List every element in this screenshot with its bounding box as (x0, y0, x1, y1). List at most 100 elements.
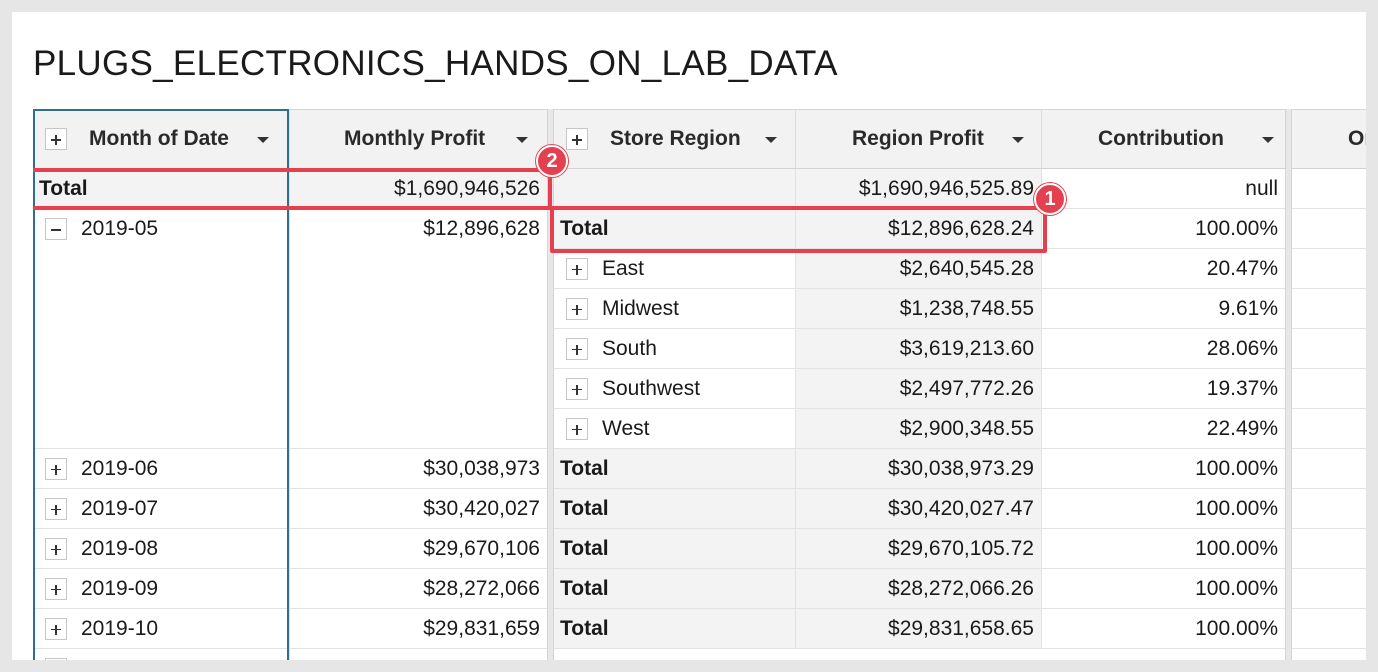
next-column-cell (1292, 409, 1366, 449)
expand-all-plus-icon[interactable] (45, 128, 67, 150)
region-profit-cell: $1,238,748.55 (795, 289, 1041, 329)
grand-total-monthly-profit: $1,690,946,526 (289, 169, 547, 209)
region-row[interactable]: South (554, 329, 795, 369)
region-label: Total (560, 616, 609, 640)
next-column-cell (1292, 529, 1366, 569)
region-total-row[interactable]: Total (554, 449, 795, 489)
month-row[interactable]: 2019-07 (33, 489, 289, 529)
callout-badge-2: 2 (536, 145, 568, 177)
contribution-value: 100.00% (1195, 616, 1278, 640)
contribution-cell: 100.00% (1041, 529, 1285, 569)
column-month-of-date[interactable]: Month of Date (33, 109, 289, 660)
region-total-row[interactable]: Total (554, 529, 795, 569)
pane-splitter[interactable] (547, 109, 554, 660)
pane-splitter[interactable] (1285, 109, 1292, 660)
region-label: South (602, 336, 657, 360)
header-store-region[interactable]: Store Region (554, 109, 795, 169)
expand-plus-icon[interactable] (566, 257, 588, 280)
expand-plus-icon[interactable] (45, 537, 67, 560)
chevron-down-icon[interactable] (1262, 137, 1274, 143)
contribution-cell: 19.37% (1041, 369, 1285, 409)
region-profit-cell: $2,497,772.26 (795, 369, 1041, 409)
grand-total-contribution: null (1041, 169, 1285, 209)
chevron-down-icon[interactable] (257, 137, 269, 143)
highlight-box-region-total (550, 206, 1047, 253)
month-row[interactable]: 2019-10 (33, 609, 289, 649)
region-profit-cell: $29,831,658.65 (795, 609, 1041, 649)
month-profit: $12,896,628 (289, 209, 547, 249)
region-total-row[interactable]: Total (554, 209, 795, 249)
region-profit-cell: $30,420,027.47 (795, 489, 1041, 529)
month-profit-value: $28,272,066 (423, 576, 540, 600)
chevron-down-icon[interactable] (1012, 137, 1024, 143)
month-profit: $30,038,973 (289, 449, 547, 489)
month-profit-value: $30,420,027 (423, 496, 540, 520)
region-profit-value: $30,420,027.47 (888, 496, 1034, 520)
region-total-row[interactable]: Total (554, 489, 795, 529)
region-profit-value: $2,900,348.55 (899, 416, 1034, 440)
month-row[interactable]: 2019-09 (33, 569, 289, 609)
region-label: East (602, 256, 645, 280)
collapse-minus-icon[interactable] (45, 218, 67, 240)
region-profit-cell: $2,640,545.28 (795, 249, 1041, 289)
next-column-cell (1292, 489, 1366, 529)
region-label: Total (560, 496, 609, 520)
expand-plus-icon[interactable] (566, 377, 588, 400)
next-column-cell (1292, 289, 1366, 329)
month-row[interactable]: 2019-05 (33, 209, 289, 249)
region-profit-cell: $2,900,348.55 (795, 409, 1041, 449)
next-column-cell (1292, 249, 1366, 289)
expand-plus-icon[interactable] (566, 337, 588, 360)
month-row[interactable]: 2019-08 (33, 529, 289, 569)
region-row[interactable]: West (554, 409, 795, 449)
contribution-cell: 100.00% (1041, 569, 1285, 609)
contribution-cell: 100.00% (1041, 489, 1285, 529)
region-profit-cell: $30,038,973.29 (795, 449, 1041, 489)
header-contribution[interactable]: Contribution (1041, 109, 1285, 169)
month-label: 2019-10 (81, 616, 159, 640)
expand-plus-icon[interactable] (45, 617, 67, 640)
region-row[interactable]: Southwest (554, 369, 795, 409)
month-profit: $29,831,659 (289, 609, 547, 649)
region-profit-value: $2,640,545.28 (899, 256, 1034, 280)
region-total-row[interactable]: Total (554, 569, 795, 609)
region-label: West (602, 416, 650, 440)
expand-plus-icon[interactable] (45, 658, 67, 660)
header-label: Month of Date (89, 127, 229, 150)
region-label: Total (560, 216, 609, 240)
contribution-cell: 100.00% (1041, 449, 1285, 489)
chevron-down-icon[interactable] (765, 137, 777, 143)
expand-plus-icon[interactable] (566, 417, 588, 440)
contribution-cell: 20.47% (1041, 249, 1285, 289)
header-month-of-date[interactable]: Month of Date (33, 109, 289, 169)
header-label: Monthly Profit (344, 127, 486, 150)
header-region-profit[interactable]: Region Profit (795, 109, 1041, 169)
region-row[interactable]: East (554, 249, 795, 289)
month-row-partial[interactable] (33, 649, 289, 660)
expand-plus-icon[interactable] (45, 577, 67, 600)
region-profit-value: $29,670,105.72 (888, 536, 1034, 560)
header-monthly-profit[interactable]: Monthly Profit (289, 109, 547, 169)
expand-all-plus-icon[interactable] (566, 128, 588, 150)
contribution-value: 100.00% (1195, 496, 1278, 520)
chevron-down-icon[interactable] (516, 137, 528, 143)
contribution-value: 100.00% (1195, 576, 1278, 600)
contribution-value: 20.47% (1206, 256, 1278, 280)
grand-total-label: Total (39, 176, 88, 200)
region-total-row[interactable]: Total (554, 609, 795, 649)
header-label: Contribution (1098, 127, 1224, 150)
grand-total-monthly-profit-value: $1,690,946,526 (394, 176, 540, 200)
callout-badge-1: 1 (1034, 183, 1066, 215)
pivot-table: Month of Date Monthly Profit Total $1,69… (33, 109, 1366, 660)
expand-plus-icon[interactable] (566, 297, 588, 320)
month-row[interactable]: 2019-06 (33, 449, 289, 489)
region-profit-value: $1,238,748.55 (899, 296, 1034, 320)
expand-plus-icon[interactable] (45, 457, 67, 480)
region-row[interactable]: Midwest (554, 289, 795, 329)
region-profit-value: $29,831,658.65 (888, 616, 1034, 640)
region-label: Total (560, 456, 609, 480)
month-label: 2019-05 (81, 217, 159, 240)
month-label: 2019-06 (81, 456, 159, 480)
expand-plus-icon[interactable] (45, 497, 67, 520)
header-next-column[interactable]: Or (1292, 109, 1366, 169)
